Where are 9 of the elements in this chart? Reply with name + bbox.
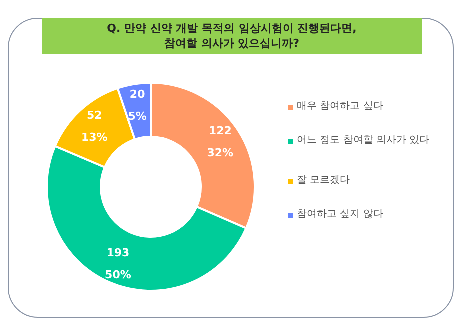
legend-label: 참여하고 싶지 않다 bbox=[297, 208, 384, 222]
legend-label: 잘 모르겠다 bbox=[297, 174, 350, 188]
data-label: 20 5% bbox=[128, 88, 147, 123]
data-label: 122 32% bbox=[207, 124, 234, 159]
data-label: 193 50% bbox=[105, 246, 132, 281]
legend-label: 어느 정도 참여할 의사가 있다 bbox=[297, 134, 430, 148]
data-label: 52 13% bbox=[81, 108, 108, 144]
chart-title: Q. 만약 신약 개발 목적의 임상시험이 진행된다면, 참여할 의사가 있으십니까? bbox=[42, 18, 422, 54]
legend-label: 매우 참여하고 싶다 bbox=[297, 100, 384, 114]
